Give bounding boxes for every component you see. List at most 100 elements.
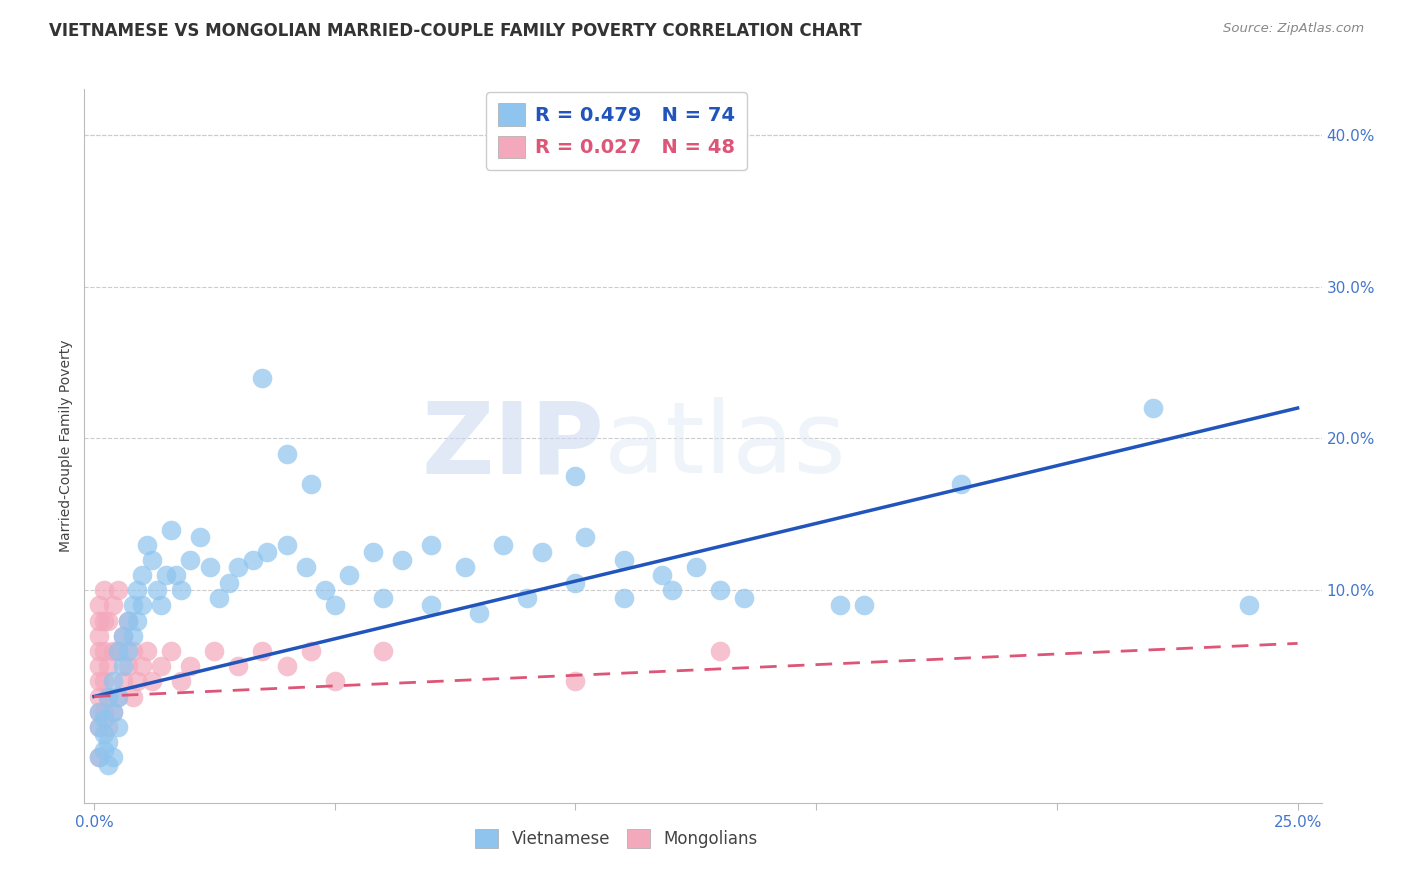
Point	[564, 674, 586, 689]
Point	[709, 644, 731, 658]
Point	[107, 690, 129, 704]
Point	[117, 659, 139, 673]
Point	[949, 477, 972, 491]
Point	[492, 538, 515, 552]
Point	[107, 583, 129, 598]
Point	[93, 674, 115, 689]
Point	[564, 575, 586, 590]
Point	[314, 583, 336, 598]
Point	[530, 545, 553, 559]
Point	[228, 659, 250, 673]
Point	[131, 568, 153, 582]
Point	[853, 599, 876, 613]
Point	[198, 560, 221, 574]
Point	[97, 659, 120, 673]
Point	[121, 629, 143, 643]
Point	[103, 705, 125, 719]
Point	[361, 545, 384, 559]
Point	[87, 705, 110, 719]
Point	[97, 614, 120, 628]
Point	[160, 523, 183, 537]
Text: atlas: atlas	[605, 398, 845, 494]
Point	[136, 538, 159, 552]
Point	[651, 568, 673, 582]
Point	[87, 614, 110, 628]
Point	[613, 591, 636, 605]
Point	[93, 705, 115, 719]
Point	[93, 727, 115, 741]
Point	[103, 674, 125, 689]
Point	[150, 599, 173, 613]
Point	[516, 591, 538, 605]
Point	[299, 644, 322, 658]
Point	[323, 674, 346, 689]
Text: ZIP: ZIP	[422, 398, 605, 494]
Point	[420, 599, 443, 613]
Point	[276, 538, 298, 552]
Point	[276, 447, 298, 461]
Point	[103, 750, 125, 764]
Text: VIETNAMESE VS MONGOLIAN MARRIED-COUPLE FAMILY POVERTY CORRELATION CHART: VIETNAMESE VS MONGOLIAN MARRIED-COUPLE F…	[49, 22, 862, 40]
Point	[87, 629, 110, 643]
Point	[141, 674, 163, 689]
Point	[97, 757, 120, 772]
Point	[127, 674, 149, 689]
Point	[127, 614, 149, 628]
Point	[127, 583, 149, 598]
Point	[131, 599, 153, 613]
Point	[107, 644, 129, 658]
Point	[117, 644, 139, 658]
Point	[228, 560, 250, 574]
Point	[121, 690, 143, 704]
Y-axis label: Married-Couple Family Poverty: Married-Couple Family Poverty	[59, 340, 73, 552]
Point	[97, 690, 120, 704]
Point	[242, 553, 264, 567]
Point	[93, 712, 115, 726]
Point	[420, 538, 443, 552]
Point	[87, 674, 110, 689]
Point	[1142, 401, 1164, 415]
Point	[117, 614, 139, 628]
Point	[299, 477, 322, 491]
Point	[107, 720, 129, 734]
Point	[709, 583, 731, 598]
Point	[169, 674, 191, 689]
Point	[103, 644, 125, 658]
Point	[141, 553, 163, 567]
Point	[97, 735, 120, 749]
Point	[111, 629, 134, 643]
Point	[160, 644, 183, 658]
Point	[256, 545, 278, 559]
Point	[121, 599, 143, 613]
Point	[276, 659, 298, 673]
Point	[323, 599, 346, 613]
Point	[93, 583, 115, 598]
Point	[87, 659, 110, 673]
Point	[202, 644, 225, 658]
Point	[188, 530, 211, 544]
Point	[136, 644, 159, 658]
Point	[121, 644, 143, 658]
Point	[613, 553, 636, 567]
Point	[295, 560, 318, 574]
Point	[661, 583, 683, 598]
Point	[150, 659, 173, 673]
Point	[371, 591, 394, 605]
Point	[111, 674, 134, 689]
Point	[1239, 599, 1261, 613]
Point	[87, 690, 110, 704]
Point	[371, 644, 394, 658]
Text: Source: ZipAtlas.com: Source: ZipAtlas.com	[1223, 22, 1364, 36]
Point	[87, 750, 110, 764]
Point	[107, 644, 129, 658]
Point	[391, 553, 413, 567]
Point	[87, 599, 110, 613]
Point	[87, 720, 110, 734]
Point	[179, 553, 201, 567]
Point	[87, 750, 110, 764]
Point	[93, 644, 115, 658]
Point	[111, 659, 134, 673]
Point	[103, 599, 125, 613]
Point	[252, 644, 274, 658]
Point	[685, 560, 707, 574]
